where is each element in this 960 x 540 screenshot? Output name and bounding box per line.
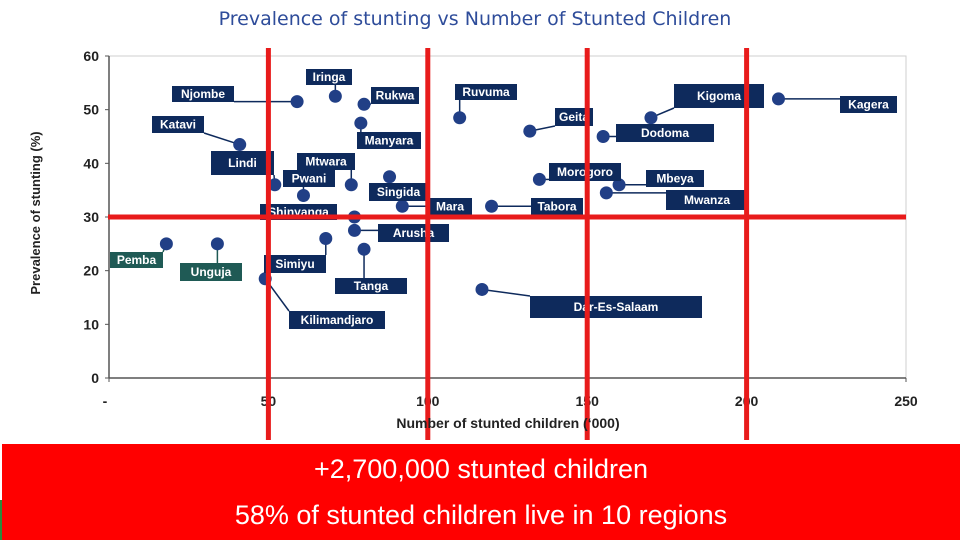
label-box bbox=[297, 153, 355, 170]
label-box bbox=[530, 296, 702, 318]
data-point bbox=[296, 189, 310, 203]
y-tick-label: 50 bbox=[83, 102, 99, 118]
point-label: Arusha bbox=[393, 226, 435, 240]
point-label: Pwani bbox=[292, 172, 327, 186]
data-point bbox=[159, 237, 173, 251]
y-tick-label: 40 bbox=[83, 155, 99, 171]
data-point bbox=[268, 178, 282, 192]
label-box bbox=[371, 87, 419, 104]
point-label: Simiyu bbox=[275, 257, 314, 271]
point-label: Mtwara bbox=[305, 155, 347, 169]
point-label: Unguja bbox=[191, 265, 232, 279]
x-axis-label: Number of stunted children (‘000) bbox=[396, 415, 619, 431]
label-box bbox=[531, 198, 583, 215]
label-box bbox=[357, 132, 421, 149]
point-label: Pemba bbox=[117, 253, 157, 267]
point-label: Dar-Es-Salaam bbox=[574, 300, 659, 314]
label-box bbox=[211, 151, 274, 175]
point-label: Kilimandjaro bbox=[301, 313, 374, 327]
y-tick-label: 20 bbox=[83, 263, 99, 279]
data-point bbox=[771, 92, 785, 106]
banner-line-2: 58% of stunted children live in 10 regio… bbox=[234, 500, 728, 530]
banner-line-1: +2,700,000 stunted children bbox=[313, 454, 648, 484]
banner-edge bbox=[0, 500, 2, 540]
point-label: Manyara bbox=[365, 134, 414, 148]
point-label: Dodoma bbox=[641, 126, 689, 140]
label-box bbox=[369, 183, 428, 201]
point-label: Mwanza bbox=[684, 193, 730, 207]
data-point bbox=[523, 124, 537, 138]
point-label: Tabora bbox=[537, 200, 576, 214]
data-point bbox=[599, 186, 613, 200]
data-point bbox=[485, 199, 499, 213]
point-label: Mara bbox=[436, 200, 464, 214]
x-tick-label: - bbox=[103, 393, 108, 409]
y-tick-label: 10 bbox=[83, 316, 99, 332]
point-label: Kigoma bbox=[697, 89, 741, 103]
data-point bbox=[344, 178, 358, 192]
label-box bbox=[110, 252, 163, 268]
data-point bbox=[475, 282, 489, 296]
point-label: Iringa bbox=[313, 70, 346, 84]
label-box bbox=[840, 96, 897, 113]
data-point bbox=[644, 111, 658, 125]
label-box bbox=[666, 190, 748, 210]
summary-banner: +2,700,000 stunted children 58% of stunt… bbox=[2, 444, 960, 540]
label-box bbox=[152, 116, 204, 133]
data-point bbox=[357, 242, 371, 256]
point-label: Katavi bbox=[160, 118, 196, 132]
label-box bbox=[289, 311, 385, 329]
y-tick-label: 30 bbox=[83, 209, 99, 225]
x-tick-label: 250 bbox=[894, 393, 918, 409]
label-box bbox=[306, 69, 352, 85]
data-point bbox=[347, 223, 361, 237]
data-point bbox=[453, 111, 467, 125]
data-point bbox=[383, 170, 397, 184]
data-point bbox=[532, 172, 546, 186]
point-label: Ruvuma bbox=[462, 85, 510, 99]
point-label: Lindi bbox=[228, 156, 257, 170]
data-point bbox=[210, 237, 224, 251]
point-label: Kagera bbox=[848, 98, 889, 112]
data-point bbox=[290, 95, 304, 109]
data-point bbox=[357, 97, 371, 111]
label-box bbox=[555, 108, 593, 126]
label-box bbox=[616, 124, 714, 142]
label-box bbox=[335, 278, 407, 294]
data-point bbox=[233, 138, 247, 152]
label-box bbox=[283, 170, 335, 187]
y-axis-label: Prevalence of stunting (%) bbox=[28, 131, 43, 294]
point-label: Tanga bbox=[354, 279, 389, 293]
reference-lines bbox=[108, 48, 906, 440]
data-point bbox=[395, 199, 409, 213]
label-box bbox=[646, 170, 704, 187]
label-box bbox=[455, 84, 517, 100]
leader-line bbox=[481, 288, 531, 297]
point-label: Singida bbox=[377, 185, 421, 199]
y-tick-label: 0 bbox=[91, 370, 99, 386]
label-box bbox=[378, 224, 449, 242]
label-box bbox=[264, 255, 326, 273]
data-points bbox=[159, 89, 785, 296]
point-label: Rukwa bbox=[376, 89, 415, 103]
point-label: Njombe bbox=[181, 87, 225, 101]
data-point bbox=[328, 89, 342, 103]
point-label: Geita bbox=[559, 110, 589, 124]
slide-title: Prevalence of stunting vs Number of Stun… bbox=[218, 8, 732, 30]
y-tick-label: 60 bbox=[83, 48, 99, 64]
point-labels: Njombe Iringa Rukwa Ruvuma Geita Kigoma Kagera… bbox=[110, 69, 897, 329]
data-point bbox=[596, 130, 610, 143]
data-point bbox=[354, 116, 368, 130]
point-label: Mbeya bbox=[656, 172, 694, 186]
label-box bbox=[180, 263, 242, 281]
data-point bbox=[319, 231, 333, 245]
label-box bbox=[428, 198, 472, 215]
label-box bbox=[172, 86, 234, 102]
data-point bbox=[612, 178, 626, 192]
